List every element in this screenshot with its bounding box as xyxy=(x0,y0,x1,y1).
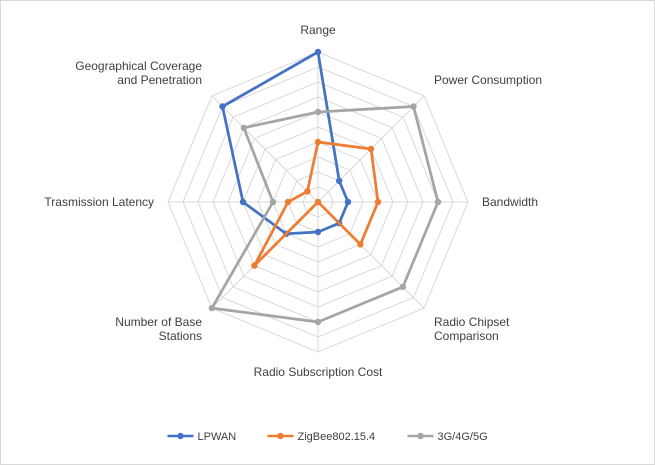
data-point xyxy=(344,198,352,206)
data-point xyxy=(434,198,442,206)
axis-labels: Range Power Consumption Bandwidth Radio Chi… xyxy=(44,23,542,379)
axis-label: Radio Chipset Comparison xyxy=(434,315,510,343)
axis-label: Radio Subscription Cost xyxy=(254,365,383,379)
legend-label: 3G/4G/5G xyxy=(438,431,488,443)
axis-label: Trasmission Latency xyxy=(44,195,154,209)
axis-label: Bandwidth xyxy=(482,195,538,209)
data-point xyxy=(399,283,407,291)
data-point xyxy=(336,177,343,184)
data-point xyxy=(314,228,322,236)
legend-marker xyxy=(277,432,284,440)
series-1 xyxy=(251,138,382,269)
data-point xyxy=(367,145,375,153)
data-point xyxy=(314,108,322,116)
data-point xyxy=(240,124,247,131)
data-point xyxy=(239,198,247,206)
axis-label: Geographical Coverage and Penetration xyxy=(75,59,202,87)
axis-spoke xyxy=(211,95,319,203)
data-point xyxy=(251,262,258,269)
data-point xyxy=(314,138,322,146)
legend: LPWAN ZigBee802.15.4 3G/4G/5G xyxy=(167,431,488,443)
data-point xyxy=(219,103,226,110)
legend-item: ZigBee802.15.4 xyxy=(267,431,376,443)
data-point xyxy=(314,48,322,56)
legend-marker xyxy=(417,432,424,440)
legend-marker xyxy=(177,432,184,440)
data-point xyxy=(410,103,417,110)
legend-label: LPWAN xyxy=(198,431,237,443)
data-point xyxy=(304,188,311,195)
axis-label: Power Consumption xyxy=(434,73,542,87)
axis-label: Number of Base Stations xyxy=(115,315,202,343)
axis-label: Range xyxy=(300,23,336,37)
legend-label: ZigBee802.15.4 xyxy=(298,431,376,443)
data-point xyxy=(269,198,277,206)
data-point xyxy=(357,241,364,248)
series-2 xyxy=(208,103,442,326)
legend-item: 3G/4G/5G xyxy=(407,431,488,443)
radar-series xyxy=(208,48,442,326)
data-point xyxy=(374,198,382,206)
data-point xyxy=(208,304,216,312)
data-point xyxy=(314,318,322,326)
data-point xyxy=(314,198,322,206)
legend-item: LPWAN xyxy=(167,431,237,443)
data-point xyxy=(284,198,292,206)
